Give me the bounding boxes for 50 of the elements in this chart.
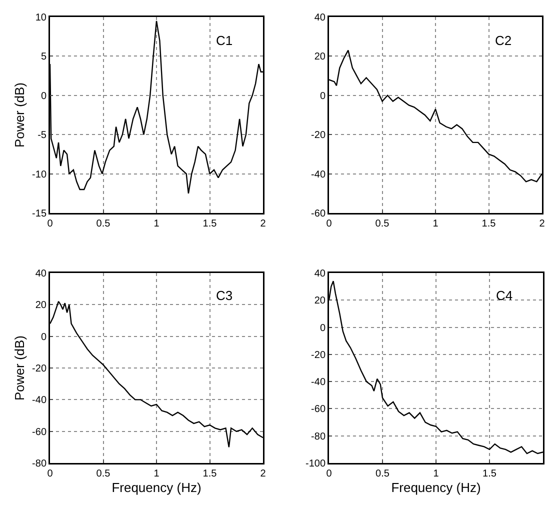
y-tick-label: -80 — [311, 431, 326, 442]
x-axis-title: Frequency (Hz) — [391, 480, 481, 495]
x-tick-label: 1 — [433, 468, 440, 480]
x-tick-label: 1.5 — [482, 218, 496, 230]
x-tick-label: 1 — [154, 468, 160, 480]
y-tick-label: 0 — [40, 90, 47, 102]
y-tick-label: -15 — [32, 208, 47, 220]
y-tick-label: -5 — [38, 130, 47, 142]
x-tick-label: 2 — [539, 218, 546, 230]
y-tick-label: -20 — [311, 130, 326, 142]
y-tick-label: 20 — [35, 300, 47, 312]
y-axis-title: Power (dB) — [12, 82, 28, 148]
y-tick-label: 20 — [314, 52, 326, 63]
x-tick-label: 0.5 — [96, 218, 111, 230]
y-tick-label: -100 — [305, 458, 326, 470]
y-tick-label: 5 — [40, 52, 47, 63]
y-tick-label: 0 — [40, 332, 47, 343]
y-tick-label: 10 — [35, 12, 47, 24]
x-tick-label: 1 — [432, 218, 439, 230]
y-tick-label: -40 — [32, 395, 47, 406]
y-tick-label: -10 — [32, 169, 47, 180]
y-tick-label: -60 — [311, 208, 326, 220]
annotation: C3 — [216, 288, 233, 303]
y-tick-label: 0 — [320, 90, 326, 102]
y-tick-label: -60 — [32, 426, 47, 438]
x-tick-label: 1.5 — [202, 218, 218, 230]
x-tick-label: 1 — [154, 218, 160, 230]
y-tick-label: -40 — [311, 169, 326, 180]
y-tick-label: 40 — [35, 268, 47, 280]
x-tick-label: 1.5 — [482, 468, 497, 480]
y-tick-label: 40 — [314, 268, 326, 280]
y-tick-label: 40 — [314, 12, 326, 24]
y-tick-label: 20 — [314, 296, 326, 307]
annotation: C4 — [496, 288, 513, 303]
y-tick-label: -20 — [311, 350, 326, 361]
y-axis-title: Power (dB) — [12, 335, 28, 401]
x-tick-label: 2 — [260, 468, 266, 480]
x-tick-label: 0.5 — [376, 468, 390, 480]
x-tick-label: 0.5 — [96, 468, 111, 480]
annotation: C1 — [216, 33, 233, 48]
x-tick-label: 2 — [260, 218, 266, 230]
y-tick-label: -40 — [311, 377, 326, 388]
annotation: C2 — [495, 33, 512, 48]
y-tick-label: -80 — [32, 458, 47, 470]
y-tick-label: -60 — [311, 404, 326, 416]
y-tick-label: 0 — [320, 322, 326, 334]
x-tick-label: 1.5 — [202, 468, 218, 480]
y-tick-label: -20 — [32, 364, 47, 374]
x-axis-title: Frequency (Hz) — [112, 480, 202, 495]
x-tick-label: 0.5 — [375, 218, 390, 230]
